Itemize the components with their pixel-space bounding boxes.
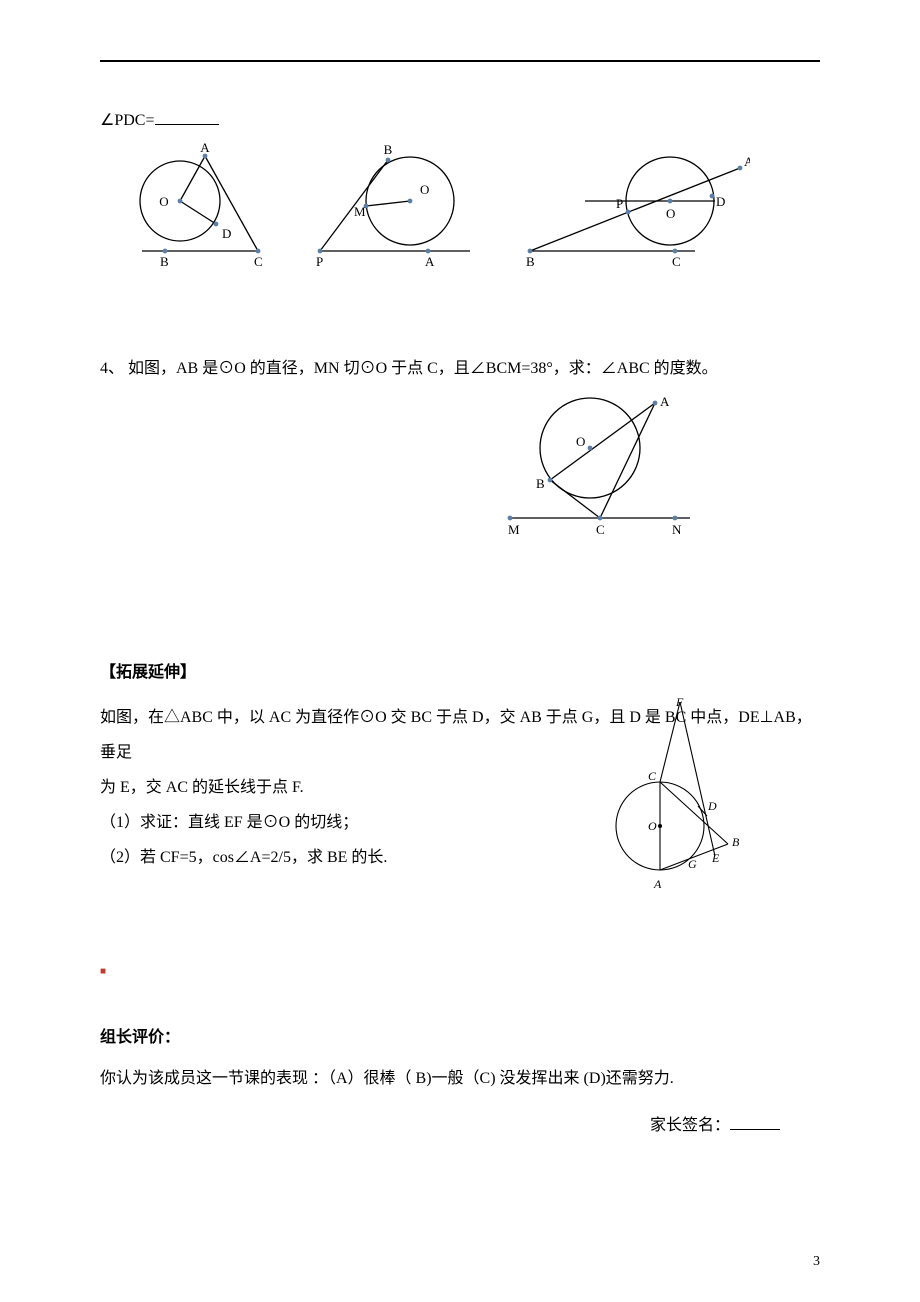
d1-B: B <box>160 254 169 269</box>
diagram-1: A O D B C <box>120 136 270 286</box>
ext-E: E <box>711 851 720 865</box>
q4-N: N <box>672 522 682 537</box>
d1-D: D <box>222 226 231 241</box>
pdc-prefix: ∠PDC= <box>100 112 155 129</box>
q4-A: A <box>660 394 670 409</box>
ext-F: F <box>675 696 684 709</box>
diagram-2-svg: B O M P A <box>310 136 480 286</box>
eval-line: 你认为该成员这一节课的表现 ：（A）很棒（ B)一般（C) 没发挥出来 (D)还… <box>100 1065 820 1094</box>
content: ∠PDC= A O D B C <box>100 110 820 1135</box>
d3-A: A <box>744 154 750 169</box>
d3-B: B <box>526 254 535 269</box>
d3-O: O <box>666 206 675 221</box>
blank-underline <box>155 111 219 125</box>
d1-C: C <box>254 254 263 269</box>
d2-O: O <box>420 182 429 197</box>
d2-B: B <box>384 142 393 157</box>
red-marker: ■ <box>100 966 820 977</box>
ext-O: O <box>648 819 657 833</box>
ext-A: A <box>653 877 662 891</box>
diagram-3-svg: A D P O B C <box>520 136 750 286</box>
ext-C: C <box>648 769 657 783</box>
d1-A: A <box>200 140 210 155</box>
ext-D: D <box>707 799 717 813</box>
sign-blank <box>730 1116 780 1130</box>
q4-figure-wrap: A O B M C N <box>100 388 820 548</box>
extension-block: 如图，在△ABC 中，以 AC 为直径作⊙O 交 BC 于点 D，交 AB 于点… <box>100 700 820 876</box>
d3-D: D <box>716 194 725 209</box>
q4-B: B <box>536 476 545 491</box>
diagram-3: A D P O B C <box>520 136 750 286</box>
section-title: 【拓展延伸】 <box>100 658 820 682</box>
sign-line: 家长签名： <box>100 1111 820 1135</box>
ext-G: G <box>688 857 697 871</box>
diagram-2: B O M P A <box>310 136 480 286</box>
d3-C: C <box>672 254 681 269</box>
sign-label: 家长签名： <box>650 1117 730 1134</box>
d3-P: P <box>616 196 623 211</box>
ext-B: B <box>732 835 740 849</box>
diagrams-row: A O D B C B O M P <box>120 136 820 286</box>
q4-text: 4、 如图，AB 是⊙O 的直径，MN 切⊙O 于点 C，且∠BCM=38°，求… <box>100 356 820 382</box>
q4-M: M <box>508 522 520 537</box>
ext-svg: F C D O B E G A <box>610 696 750 906</box>
q4-C: C <box>596 522 605 537</box>
d1-O: O <box>159 194 168 209</box>
pdc-line: ∠PDC= <box>100 110 820 130</box>
ext-figure: F C D O B E G A <box>610 696 750 919</box>
d2-P: P <box>316 254 323 269</box>
eval-title: 组长评价： <box>100 1023 820 1047</box>
top-rule <box>100 60 820 62</box>
q4-svg: A O B M C N <box>500 388 700 548</box>
d2-M: M <box>354 204 366 219</box>
diagram-1-svg: A O D B C <box>120 136 270 286</box>
page-number: 3 <box>813 1254 820 1270</box>
d2-A: A <box>425 254 435 269</box>
q4-O: O <box>576 434 585 449</box>
